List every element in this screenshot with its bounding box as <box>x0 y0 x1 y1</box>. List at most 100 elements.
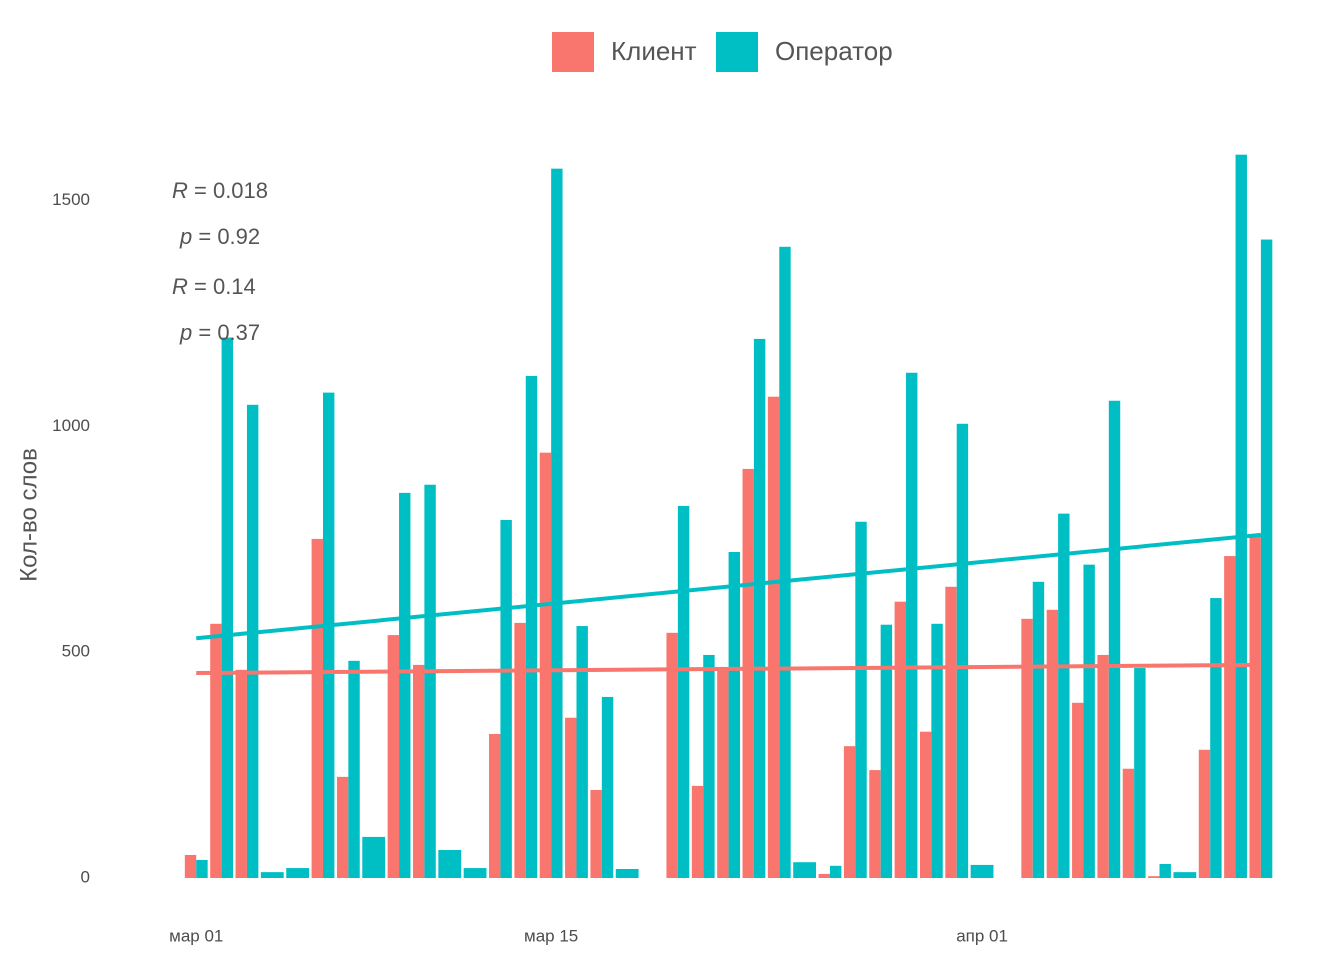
bar <box>387 635 400 878</box>
bar <box>489 733 501 878</box>
bar <box>336 776 349 878</box>
legend-label: Клиент <box>611 36 697 66</box>
bar <box>246 404 259 878</box>
bar <box>1260 239 1273 879</box>
bar <box>855 521 867 878</box>
bar <box>551 168 563 879</box>
bar <box>767 396 780 878</box>
annotation-var: p <box>179 224 192 249</box>
legend-label: Оператор <box>775 36 893 66</box>
annotation-text: = 0.018 <box>188 178 268 203</box>
y-tick-label: 0 <box>81 867 90 886</box>
y-tick-label: 500 <box>62 642 90 661</box>
bar <box>615 868 639 878</box>
bar <box>793 862 817 878</box>
bar <box>565 717 577 878</box>
bar <box>945 586 957 878</box>
bar <box>235 669 247 878</box>
annotation-text: = 0.14 <box>188 274 256 299</box>
bar <box>286 868 310 878</box>
bar <box>666 632 678 878</box>
y-axis-title: Кол-во слов <box>15 448 42 582</box>
bar <box>717 669 729 878</box>
bar <box>1108 400 1121 878</box>
x-tick-label: мар 01 <box>169 926 223 945</box>
annotation: p = 0.37 <box>179 320 260 345</box>
bar <box>1134 668 1146 878</box>
y-tick-label: 1000 <box>52 416 90 435</box>
bar <box>362 836 386 878</box>
bar <box>1210 598 1222 878</box>
bar <box>539 452 552 878</box>
annotation-var: R <box>172 274 188 299</box>
annotation: p = 0.92 <box>179 224 260 249</box>
x-tick-label: мар 15 <box>524 926 578 945</box>
bar <box>525 375 538 878</box>
bar <box>956 423 969 878</box>
bar <box>322 392 335 878</box>
bar <box>196 859 208 878</box>
bar <box>1122 768 1135 878</box>
bar <box>691 785 704 878</box>
annotation-text: = 0.92 <box>192 224 260 249</box>
bar <box>463 868 487 878</box>
legend-swatch <box>552 32 594 72</box>
annotation-text: = 0.37 <box>192 320 260 345</box>
bar <box>311 538 323 878</box>
bar <box>210 623 222 878</box>
x-tick-label: апр 01 <box>956 926 1008 945</box>
bar <box>500 519 512 878</box>
bar <box>1072 702 1084 878</box>
annotation-var: p <box>179 320 192 345</box>
bar <box>677 505 690 878</box>
bar <box>931 623 943 878</box>
bar <box>1032 581 1045 878</box>
bar <box>1249 536 1261 878</box>
bar <box>818 873 830 878</box>
bar <box>412 664 425 878</box>
bar <box>1173 872 1197 878</box>
bar <box>906 372 918 878</box>
bar <box>742 468 754 878</box>
bar <box>1083 564 1095 878</box>
bar <box>894 601 907 878</box>
bar <box>1148 876 1160 878</box>
bar <box>221 337 234 878</box>
bar <box>1097 654 1109 878</box>
bar <box>970 864 994 878</box>
bar <box>1198 749 1211 878</box>
bar <box>919 731 932 878</box>
bar <box>399 492 411 878</box>
bar <box>843 746 856 878</box>
bar <box>753 338 766 879</box>
bar <box>260 872 284 878</box>
bar <box>1046 609 1059 878</box>
bar <box>424 484 436 878</box>
bar <box>1159 864 1171 878</box>
bar <box>438 850 462 878</box>
bar <box>1235 154 1247 878</box>
annotation-var: R <box>172 178 188 203</box>
bar <box>514 622 526 878</box>
bar <box>703 654 715 878</box>
legend-swatch <box>716 32 758 72</box>
annotation: R = 0.14 <box>172 274 256 299</box>
bar <box>1224 556 1236 878</box>
bar <box>728 552 740 878</box>
bar <box>601 696 614 878</box>
bar <box>590 789 602 878</box>
bar <box>184 854 197 878</box>
y-tick-label: 1500 <box>52 190 90 209</box>
trend-line <box>196 662 1261 676</box>
bar <box>1058 513 1070 878</box>
bar <box>829 865 842 878</box>
annotation: R = 0.018 <box>172 178 268 203</box>
bar <box>869 770 881 878</box>
bar <box>348 660 360 878</box>
bar <box>1021 618 1033 878</box>
bar <box>779 246 791 879</box>
bar <box>880 624 893 878</box>
trend-line <box>196 532 1262 641</box>
bar <box>576 626 588 878</box>
